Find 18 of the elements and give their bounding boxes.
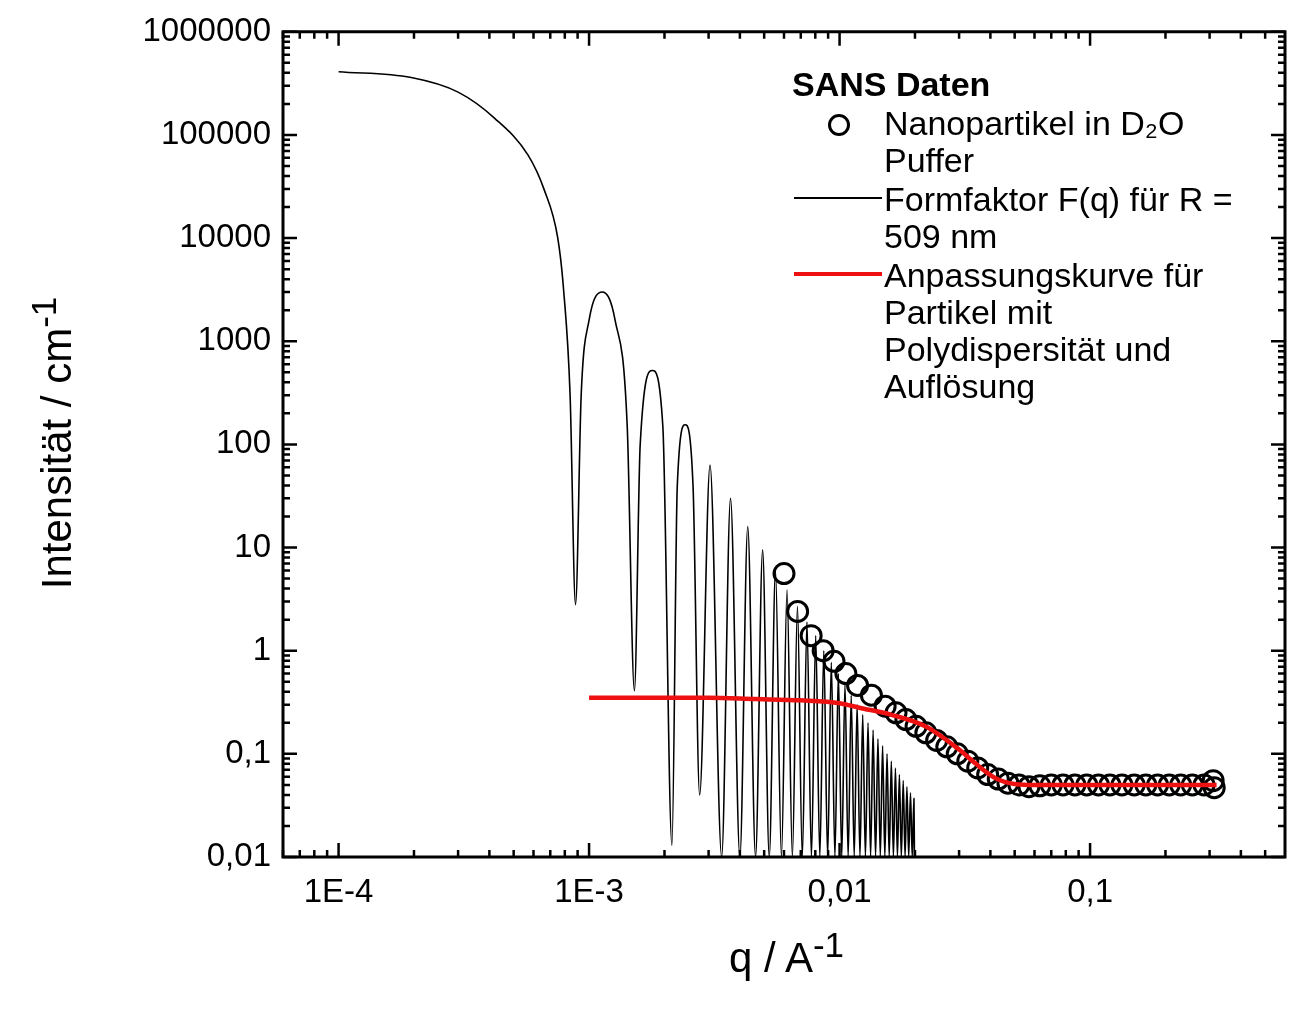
y-tick-label: 1 <box>252 629 271 667</box>
x-tick-label: 1E-3 <box>554 871 624 909</box>
y-tick-label: 100 <box>215 423 271 461</box>
y-tick-label: 0,1 <box>225 732 271 770</box>
legend-title: SANS Daten <box>792 65 992 103</box>
x-tick-label: 0,1 <box>1067 871 1114 909</box>
y-tick-label: 10000 <box>179 217 271 255</box>
legend-label: Anpassungskurve für Partikel mit Polydispersität und Auflösung <box>884 256 1205 405</box>
y-tick-label: 10 <box>234 526 271 564</box>
y-tick-label: 1000 <box>197 320 271 358</box>
x-tick-label: 0,01 <box>807 871 872 909</box>
legend-label: Formfaktor F(q) für R = 509 nm <box>884 180 1234 255</box>
y-tick-label: 1000000 <box>142 10 271 48</box>
legend-label: Nanopartikel in D₂O Puffer <box>884 104 1186 179</box>
x-tick-label: 1E-4 <box>303 871 374 909</box>
x-axis-title: q / A$^{-1}$ <box>727 925 846 982</box>
y-tick-label: 0,01 <box>206 836 271 874</box>
y-tick-label: 100000 <box>160 114 271 152</box>
